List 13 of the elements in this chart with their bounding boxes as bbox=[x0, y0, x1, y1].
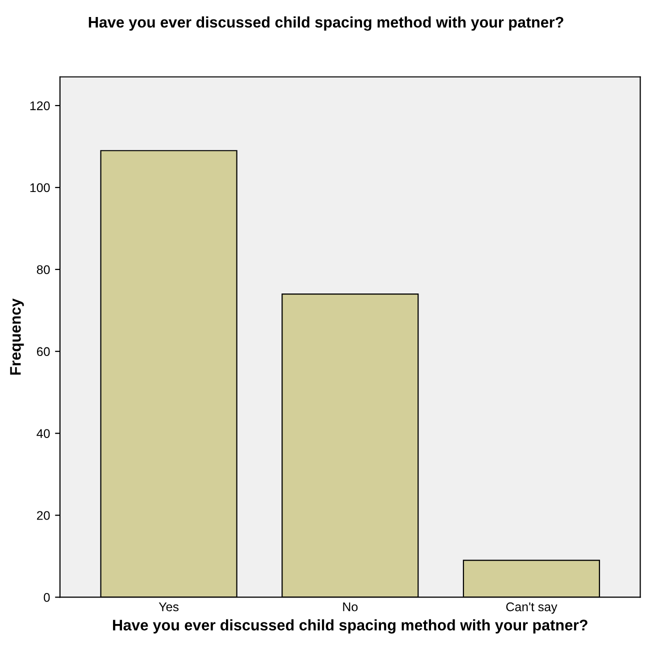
x-tick-label: Can't say bbox=[506, 602, 558, 614]
chart-title: Have you ever discussed child spacing method with your patner? bbox=[88, 16, 564, 31]
x-axis-title: Have you ever discussed child spacing method with your patner? bbox=[113, 619, 588, 634]
y-tick-label: 60 bbox=[36, 347, 50, 356]
y-tick-label: 100 bbox=[30, 183, 50, 192]
x-tick-label: No bbox=[343, 602, 358, 612]
x-tick-label: Yes bbox=[158, 602, 179, 612]
y-tick-label: 40 bbox=[36, 429, 50, 438]
y-tick-label: 0 bbox=[44, 593, 50, 602]
y-tick-label: 120 bbox=[30, 101, 50, 110]
y-tick-label: 80 bbox=[36, 265, 50, 274]
y-axis-title: Frequency bbox=[10, 298, 24, 375]
y-tick-label: 20 bbox=[36, 511, 50, 520]
